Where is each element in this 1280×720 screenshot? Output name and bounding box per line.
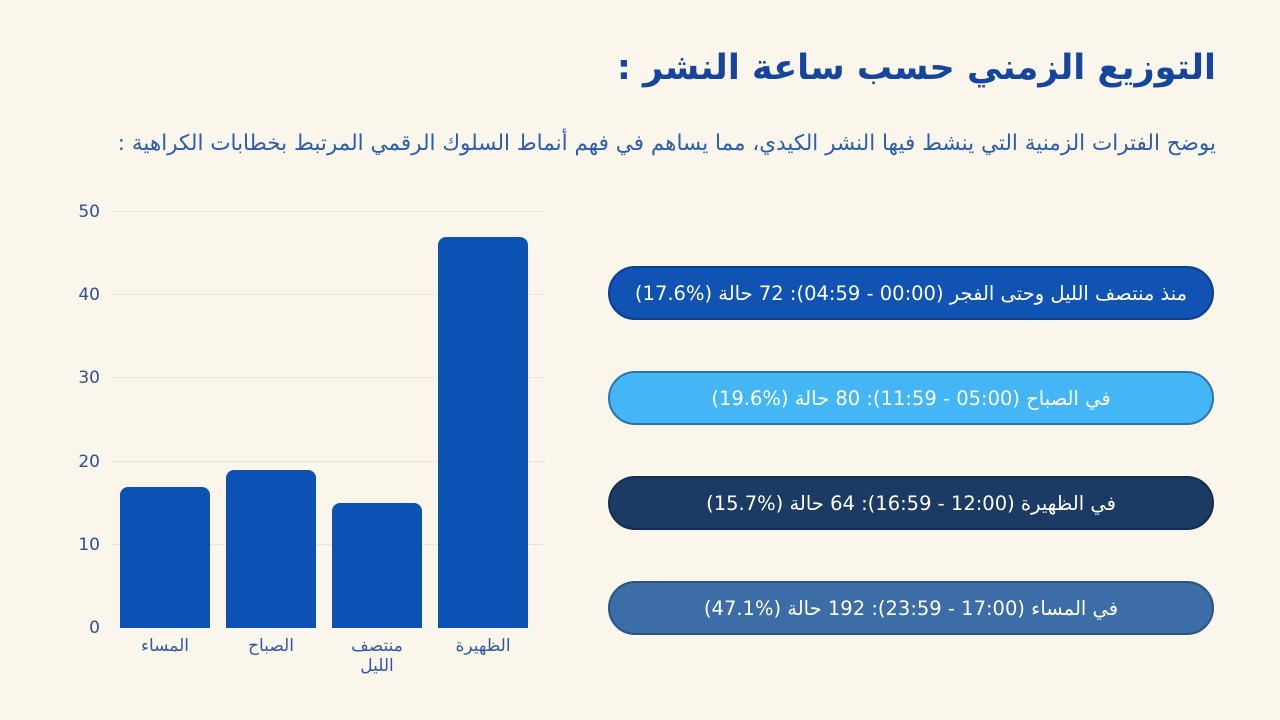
stat-pills: منذ منتصف الليل وحتى الفجر (00:00 - 04:5…: [608, 266, 1214, 635]
y-axis-tick: 0: [89, 618, 100, 638]
x-axis-label: الصباح: [248, 636, 294, 656]
stat-pill-3: في الظهيرة (12:00 - 16:59): 64 حالة (%15…: [608, 476, 1214, 530]
bar-chart: 0 10 20 30 40 50 المساء الصباح منتصف الليل الظهي…: [70, 202, 570, 682]
y-axis-tick: 10: [78, 534, 100, 555]
page-subtitle: يوضح الفترات الزمنية التي ينشط فيها النش…: [117, 131, 1216, 156]
y-axis-tick: 20: [78, 451, 100, 472]
chart-bars: [120, 212, 528, 628]
gridline: [110, 377, 545, 379]
stat-pill-2: في الصباح (05:00 - 11:59): 80 حالة (%19.…: [608, 371, 1214, 425]
gridline: [110, 460, 545, 462]
x-axis-label: الظهيرة: [455, 636, 511, 656]
stat-pill-1: منذ منتصف الليل وحتى الفجر (00:00 - 04:5…: [608, 266, 1214, 320]
bar-2: [226, 469, 316, 628]
gridline: [110, 543, 545, 545]
bar-4: [438, 236, 528, 628]
page-title: التوزيع الزمني حسب ساعة النشر :: [616, 48, 1216, 88]
x-axis-labels: المساء الصباح منتصف الليل الظهيرة: [120, 636, 528, 676]
y-axis-tick: 30: [78, 368, 100, 389]
y-axis-tick: 40: [78, 285, 100, 306]
bar-3: [332, 503, 422, 628]
y-axis-tick: 50: [78, 202, 100, 222]
chart-plot-area: 0 10 20 30 40 50: [78, 202, 545, 638]
gridline: [110, 294, 545, 296]
stat-pill-4: في المساء (17:00 - 23:59): 192 حالة (%47…: [608, 581, 1214, 635]
gridline: [110, 211, 545, 212]
x-axis-label: منتصف الليل: [351, 636, 403, 676]
bar-1: [120, 486, 210, 628]
x-axis-label: المساء: [140, 636, 190, 656]
